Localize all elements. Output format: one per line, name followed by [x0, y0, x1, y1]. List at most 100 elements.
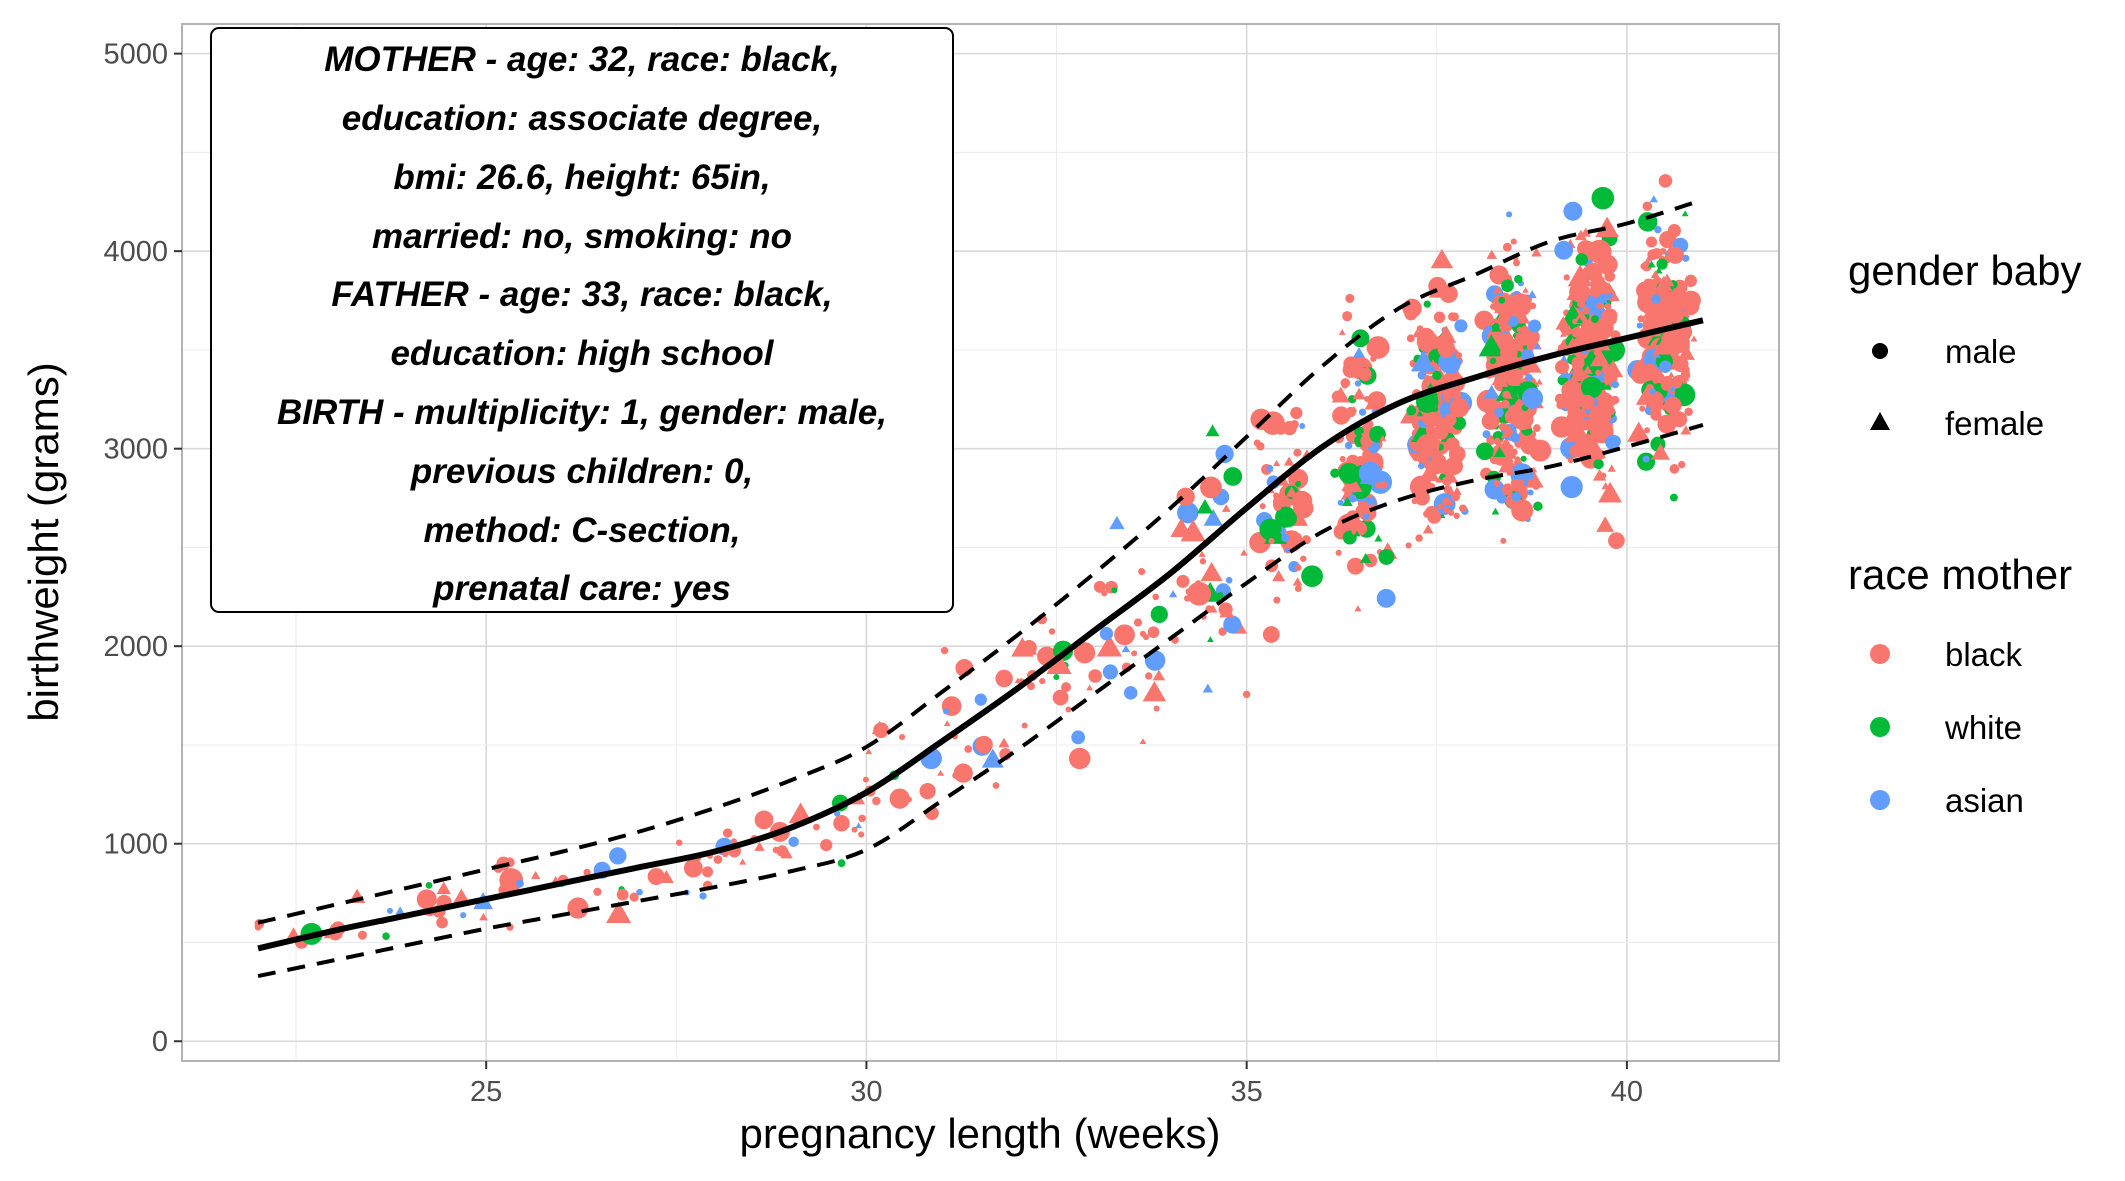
point-male-asian: [1099, 627, 1114, 641]
point-male-white: [1656, 258, 1668, 270]
point-male-black: [1513, 259, 1521, 267]
y-tick-label: 3000: [103, 434, 168, 466]
point-female-black: [1422, 524, 1434, 534]
point-male-black: [1404, 307, 1418, 321]
point-male-black: [1556, 401, 1565, 410]
point-male-black: [1437, 340, 1456, 358]
point-male-asian: [1563, 201, 1583, 221]
point-male-black: [1405, 542, 1412, 549]
point-female-black: [1447, 499, 1454, 506]
point-female-black: [937, 769, 945, 776]
point-male-asian: [1071, 730, 1086, 745]
point-female-black: [1142, 680, 1167, 702]
point-female-asian: [1410, 349, 1436, 372]
point-male-white: [1591, 315, 1599, 324]
point-male-black: [1444, 396, 1451, 403]
point-male-black: [896, 793, 909, 805]
point-male-white: [1378, 549, 1395, 565]
point-male-black: [952, 772, 959, 779]
point-male-black: [1199, 558, 1207, 565]
point-male-black: [1153, 705, 1160, 712]
annotation-line-4: married: no, smoking: no: [372, 217, 792, 256]
point-female-white: [1207, 636, 1214, 642]
legend-white-label: white: [1944, 709, 2022, 746]
point-male-black: [1333, 409, 1342, 418]
point-male-black: [1659, 247, 1667, 255]
point-male-black: [1680, 369, 1691, 380]
point-female-black: [1645, 255, 1653, 262]
point-female-black: [1598, 481, 1623, 503]
point-male-black: [1645, 236, 1658, 248]
point-male-black: [1268, 537, 1275, 545]
annotation-line-2: education: associate degree,: [342, 99, 822, 138]
point-female-black: [1569, 365, 1588, 381]
point-female-black: [1200, 561, 1223, 581]
point-male-asian: [1528, 319, 1542, 333]
point-male-black: [813, 823, 820, 831]
point-male-black: [1448, 445, 1466, 463]
point-male-white: [1330, 468, 1340, 478]
point-male-black: [1138, 567, 1146, 576]
point-female-black: [1432, 362, 1440, 368]
point-female-asian: [1533, 343, 1541, 350]
point-female-white: [1416, 410, 1424, 417]
point-male-black: [1428, 482, 1436, 490]
point-male-black: [872, 796, 881, 806]
point-female-black: [1654, 275, 1673, 292]
point-male-black: [1641, 363, 1659, 381]
point-male-asian: [1344, 441, 1353, 450]
point-male-black: [1671, 377, 1683, 389]
point-male-black: [1443, 485, 1453, 494]
point-female-black: [1452, 486, 1462, 496]
point-male-black: [1274, 504, 1282, 511]
point-male-black: [1293, 448, 1302, 457]
point-male-black: [1510, 479, 1518, 487]
point-male-black: [675, 839, 683, 846]
point-male-black: [1200, 476, 1222, 499]
point-male-black: [1218, 602, 1233, 617]
point-female-black: [1430, 248, 1454, 269]
point-female-black: [606, 901, 632, 923]
point-female-black: [1272, 569, 1286, 582]
point-female-black: [1564, 427, 1582, 443]
point-male-black: [1555, 360, 1570, 375]
point-male-black: [1600, 472, 1607, 479]
point-male-black: [1430, 473, 1437, 481]
point-female-black: [1505, 392, 1513, 399]
point-male-asian: [1102, 664, 1118, 680]
point-female-black: [1574, 229, 1587, 241]
point-female-asian: [981, 748, 1004, 768]
point-male-black: [1424, 375, 1431, 382]
point-male-black: [1481, 412, 1500, 430]
point-female-white: [1342, 496, 1353, 506]
point-male-asian: [1358, 461, 1382, 485]
point-male-asian: [1525, 373, 1533, 382]
point-male-white: [1354, 426, 1364, 437]
point-male-white: [425, 881, 433, 889]
point-female-black: [1292, 577, 1303, 586]
point-male-black: [1637, 315, 1645, 323]
point-male-black: [1640, 263, 1647, 270]
point-female-black: [1596, 516, 1615, 532]
point-male-white: [1295, 480, 1302, 487]
point-female-black: [1273, 459, 1281, 467]
point-male-black: [975, 735, 993, 754]
point-male-black: [1021, 722, 1028, 729]
point-female-black: [1342, 474, 1363, 492]
point-male-black: [1502, 242, 1512, 252]
point-female-black: [439, 896, 448, 904]
point-male-black: [1570, 395, 1580, 405]
point-male-black: [1583, 308, 1590, 315]
point-male-asian: [1507, 315, 1519, 327]
point-male-black: [1448, 509, 1455, 517]
point-female-black: [788, 802, 813, 824]
point-female-black: [1139, 738, 1147, 744]
point-female-asian: [1109, 515, 1125, 530]
point-male-white: [1491, 323, 1500, 331]
y-tick-label: 1000: [103, 829, 168, 861]
point-male-black: [1567, 405, 1582, 420]
point-male-black: [1360, 434, 1374, 448]
point-male-black: [820, 838, 833, 852]
point-male-black: [1114, 624, 1135, 646]
